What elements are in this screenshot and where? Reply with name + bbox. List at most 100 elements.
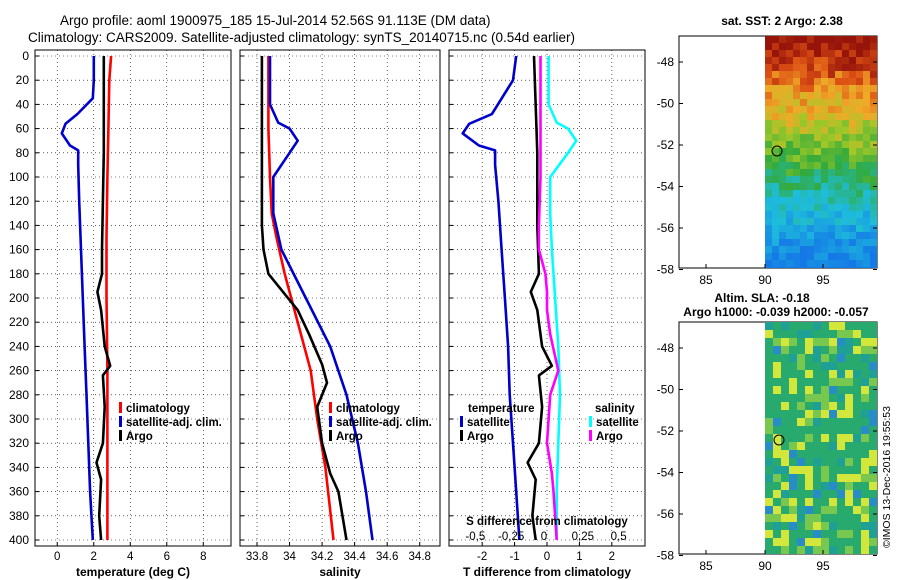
sst-cell [835, 57, 842, 64]
sst-cell [863, 253, 870, 260]
sst-cell [842, 113, 849, 120]
sst-cell [821, 127, 828, 134]
sst-cell [849, 141, 856, 148]
sla-cell [869, 538, 877, 546]
sst-cell [807, 127, 814, 134]
sst-cell [814, 253, 821, 260]
sst-cell [786, 232, 793, 239]
sla-cell [861, 410, 869, 418]
sla-cell [861, 346, 869, 354]
sla-cell [797, 466, 805, 474]
sla-cell [869, 378, 877, 386]
sst-cell [870, 50, 877, 57]
sst-cell [835, 43, 842, 50]
sst-cell [863, 36, 870, 43]
sst-cell [870, 169, 877, 176]
depth-tick-label: 100 [9, 170, 29, 184]
depth-tick-label: 60 [16, 122, 30, 136]
lat-tick-label: -52 [657, 138, 675, 152]
sst-cell [842, 78, 849, 85]
imos-watermark: ©IMOS 13-Dec-2016 19:55:53 [881, 406, 893, 548]
sla-cell [821, 338, 829, 346]
sst-cell [821, 141, 828, 148]
sst-cell [772, 211, 779, 218]
sst-cell [786, 204, 793, 211]
sst-cell [772, 113, 779, 120]
sst-cell [821, 106, 828, 113]
sst-cell [821, 183, 828, 190]
sst-cell [772, 197, 779, 204]
sst-cell [856, 43, 863, 50]
sst-cell [807, 85, 814, 92]
sst-cell [870, 253, 877, 260]
lon-tick-label: 85 [699, 559, 713, 573]
sst-cell [863, 260, 870, 267]
sst-cell [863, 183, 870, 190]
sst-cell [800, 183, 807, 190]
sst-cell [835, 253, 842, 260]
sst-cell [765, 64, 772, 71]
x-tick-label: 34 [283, 551, 296, 563]
sst-cell [807, 246, 814, 253]
sst-cell [800, 36, 807, 43]
sst-cell [786, 218, 793, 225]
sst-cell [842, 106, 849, 113]
sst-cell [772, 190, 779, 197]
sst-cell [793, 113, 800, 120]
sst-field [765, 36, 877, 268]
series-line-climatology [105, 55, 113, 540]
sst-cell [821, 50, 828, 57]
sst-cell [870, 120, 877, 127]
sst-cell [779, 141, 786, 148]
sst-cell [814, 71, 821, 78]
sst-cell [856, 253, 863, 260]
sst-cell [807, 239, 814, 246]
sst-cell [800, 169, 807, 176]
sst-cell [856, 120, 863, 127]
sst-cell [856, 190, 863, 197]
sst-cell [870, 246, 877, 253]
sla-cell [845, 458, 853, 466]
sst-cell [779, 155, 786, 162]
lat-tick-label: -58 [657, 549, 675, 563]
sst-cell [779, 92, 786, 99]
legend-label-satellite-adj: satellite-adj. clim. [336, 417, 432, 429]
sst-cell [800, 92, 807, 99]
depth-tick-label: 220 [9, 315, 29, 329]
sla-cell [821, 434, 829, 442]
sst-cell [863, 239, 870, 246]
depth-tick-label: 340 [9, 460, 29, 474]
sst-cell [793, 253, 800, 260]
sla-cell [837, 458, 845, 466]
sst-cell [863, 155, 870, 162]
sst-cell [828, 50, 835, 57]
sst-cell [849, 162, 856, 169]
legend-label-salinity-satellite: satellite [596, 417, 639, 429]
sla-cell [813, 530, 821, 538]
sst-cell [772, 127, 779, 134]
sst-cell [835, 92, 842, 99]
sst-cell [863, 71, 870, 78]
sst-cell [842, 190, 849, 197]
sst-cell [828, 134, 835, 141]
sla-cell [813, 458, 821, 466]
sst-cell [779, 246, 786, 253]
sla-cell [789, 354, 797, 362]
sst-cell [828, 92, 835, 99]
difference-legend: temperature satellite Argo salinity sate… [460, 403, 639, 443]
sla-cell [789, 466, 797, 474]
sst-cell [828, 218, 835, 225]
sst-cell [765, 78, 772, 85]
x-tick-label: 0 [544, 551, 550, 563]
sla-cell [845, 482, 853, 490]
sst-cell [807, 267, 814, 268]
sla-cell [861, 386, 869, 394]
sst-cell [870, 43, 877, 50]
sla-cell [837, 394, 845, 402]
sst-cell [765, 190, 772, 197]
sla-cell [765, 442, 773, 450]
sla-cell [797, 546, 805, 554]
sla-cell [861, 426, 869, 434]
sla-cell [797, 362, 805, 370]
sst-cell [779, 106, 786, 113]
